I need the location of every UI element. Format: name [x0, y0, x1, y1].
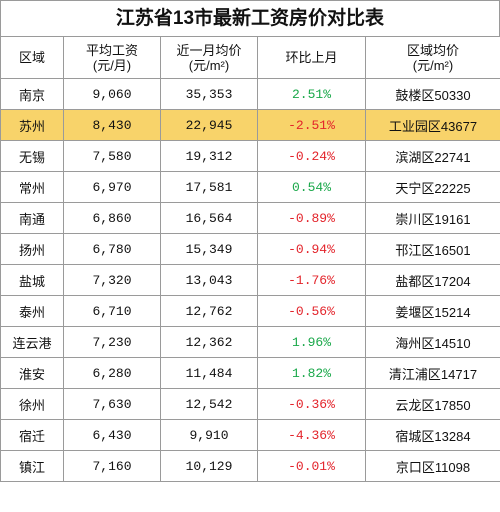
- salary-cell: 7,630: [63, 388, 161, 420]
- header-district: 区域均价 (元/m²): [365, 36, 500, 79]
- change-cell: -0.36%: [257, 388, 366, 420]
- city-cell: 连云港: [0, 326, 64, 358]
- city-cell: 常州: [0, 171, 64, 203]
- change-cell: 1.96%: [257, 326, 366, 358]
- city-cell: 淮安: [0, 357, 64, 389]
- city-cell: 无锡: [0, 140, 64, 172]
- price-cell: 13,043: [160, 264, 258, 296]
- change-cell: -0.01%: [257, 450, 366, 482]
- header-salary-label: 平均工资: [85, 42, 138, 58]
- salary-cell: 6,430: [63, 419, 161, 451]
- city-cell: 南通: [0, 202, 64, 234]
- city-cell: 徐州: [0, 388, 64, 420]
- change-cell: 1.82%: [257, 357, 366, 389]
- salary-cell: 6,780: [63, 233, 161, 265]
- header-region-label: 区域: [18, 50, 45, 65]
- district-cell: 工业园区43677: [365, 109, 500, 141]
- city-cell: 泰州: [0, 295, 64, 327]
- header-change-label: 环比上月: [285, 50, 338, 65]
- district-cell: 天宁区22225: [365, 171, 500, 203]
- comparison-table: 区域 平均工资 (元/月) 近一月均价 (元/m²) 环比上月 区域均价 (元/…: [0, 36, 500, 482]
- district-cell: 姜堰区15214: [365, 295, 500, 327]
- salary-cell: 7,320: [63, 264, 161, 296]
- salary-cell: 6,710: [63, 295, 161, 327]
- change-cell: -0.94%: [257, 233, 366, 265]
- district-cell: 崇川区19161: [365, 202, 500, 234]
- header-change: 环比上月: [257, 36, 366, 79]
- district-cell: 邗江区16501: [365, 233, 500, 265]
- header-price-unit: (元/m²): [188, 57, 230, 73]
- price-cell: 11,484: [160, 357, 258, 389]
- district-cell: 清江浦区14717: [365, 357, 500, 389]
- price-cell: 17,581: [160, 171, 258, 203]
- city-cell: 苏州: [0, 109, 64, 141]
- price-cell: 12,542: [160, 388, 258, 420]
- table-row: 宿迁 6,430 9,910 -4.36% 宿城区13284: [0, 419, 500, 451]
- table-row: 南京 9,060 35,353 2.51% 鼓楼区50330: [0, 78, 500, 110]
- district-cell: 滨湖区22741: [365, 140, 500, 172]
- table-row: 盐城 7,320 13,043 -1.76% 盐都区17204: [0, 264, 500, 296]
- salary-cell: 7,580: [63, 140, 161, 172]
- table-header: 区域 平均工资 (元/月) 近一月均价 (元/m²) 环比上月 区域均价 (元/…: [0, 36, 500, 79]
- salary-cell: 6,280: [63, 357, 161, 389]
- district-cell: 京口区11098: [365, 450, 500, 482]
- header-salary: 平均工资 (元/月): [63, 36, 161, 79]
- price-cell: 22,945: [160, 109, 258, 141]
- salary-cell: 7,160: [63, 450, 161, 482]
- price-cell: 9,910: [160, 419, 258, 451]
- header-price-label: 近一月均价: [176, 42, 242, 58]
- header-price: 近一月均价 (元/m²): [160, 36, 258, 79]
- change-cell: -4.36%: [257, 419, 366, 451]
- price-cell: 35,353: [160, 78, 258, 110]
- header-region: 区域: [0, 36, 64, 79]
- change-cell: -1.76%: [257, 264, 366, 296]
- salary-cell: 7,230: [63, 326, 161, 358]
- price-cell: 15,349: [160, 233, 258, 265]
- table-body: 南京 9,060 35,353 2.51% 鼓楼区50330 苏州 8,430 22,945-…: [0, 78, 500, 482]
- table-row: 常州 6,970 17,581 0.54% 天宁区22225: [0, 171, 500, 203]
- price-cell: 19,312: [160, 140, 258, 172]
- table-row: 无锡 7,580 19,312 -0.24% 滨湖区22741: [0, 140, 500, 172]
- price-cell: 16,564: [160, 202, 258, 234]
- city-cell: 南京: [0, 78, 64, 110]
- city-cell: 宿迁: [0, 419, 64, 451]
- salary-cell: 9,060: [63, 78, 161, 110]
- district-cell: 海州区14510: [365, 326, 500, 358]
- district-cell: 云龙区17850: [365, 388, 500, 420]
- header-row: 区域 平均工资 (元/月) 近一月均价 (元/m²) 环比上月 区域均价 (元/…: [0, 36, 500, 79]
- table-row: 连云港 7,230 12,362 1.96% 海州区14510: [0, 326, 500, 358]
- table-row: 扬州 6,780 15,349 -0.94% 邗江区16501: [0, 233, 500, 265]
- table-row: 徐州 7,630 12,542 -0.36% 云龙区17850: [0, 388, 500, 420]
- change-cell: -0.89%: [257, 202, 366, 234]
- salary-cell: 6,970: [63, 171, 161, 203]
- header-district-unit: (元/m²): [412, 57, 454, 73]
- table-row: 淮安 6,280 11,484 1.82% 清江浦区14717: [0, 357, 500, 389]
- price-cell: 10,129: [160, 450, 258, 482]
- district-cell: 鼓楼区50330: [365, 78, 500, 110]
- table-row: 南通 6,860 16,564 -0.89% 崇川区19161: [0, 202, 500, 234]
- change-cell: 2.51%: [257, 78, 366, 110]
- city-cell: 镇江: [0, 450, 64, 482]
- price-cell: 12,362: [160, 326, 258, 358]
- change-cell: -2.51%: [257, 109, 366, 141]
- header-district-label: 区域均价: [406, 42, 459, 58]
- price-cell: 12,762: [160, 295, 258, 327]
- salary-cell: 8,430: [63, 109, 161, 141]
- district-cell: 盐都区17204: [365, 264, 500, 296]
- table-row: 泰州 6,710 12,762 -0.56% 姜堰区15214: [0, 295, 500, 327]
- city-cell: 盐城: [0, 264, 64, 296]
- change-cell: -0.24%: [257, 140, 366, 172]
- change-cell: -0.56%: [257, 295, 366, 327]
- salary-cell: 6,860: [63, 202, 161, 234]
- table-row: 苏州 8,430 22,945 -2.51% 工业园区43677: [0, 109, 500, 141]
- district-cell: 宿城区13284: [365, 419, 500, 451]
- city-cell: 扬州: [0, 233, 64, 265]
- change-cell: 0.54%: [257, 171, 366, 203]
- table-row: 镇江 7,160 10,129 -0.01% 京口区11098: [0, 450, 500, 482]
- table-title: 江苏省13市最新工资房价对比表: [0, 0, 500, 36]
- header-salary-unit: (元/月): [92, 57, 132, 73]
